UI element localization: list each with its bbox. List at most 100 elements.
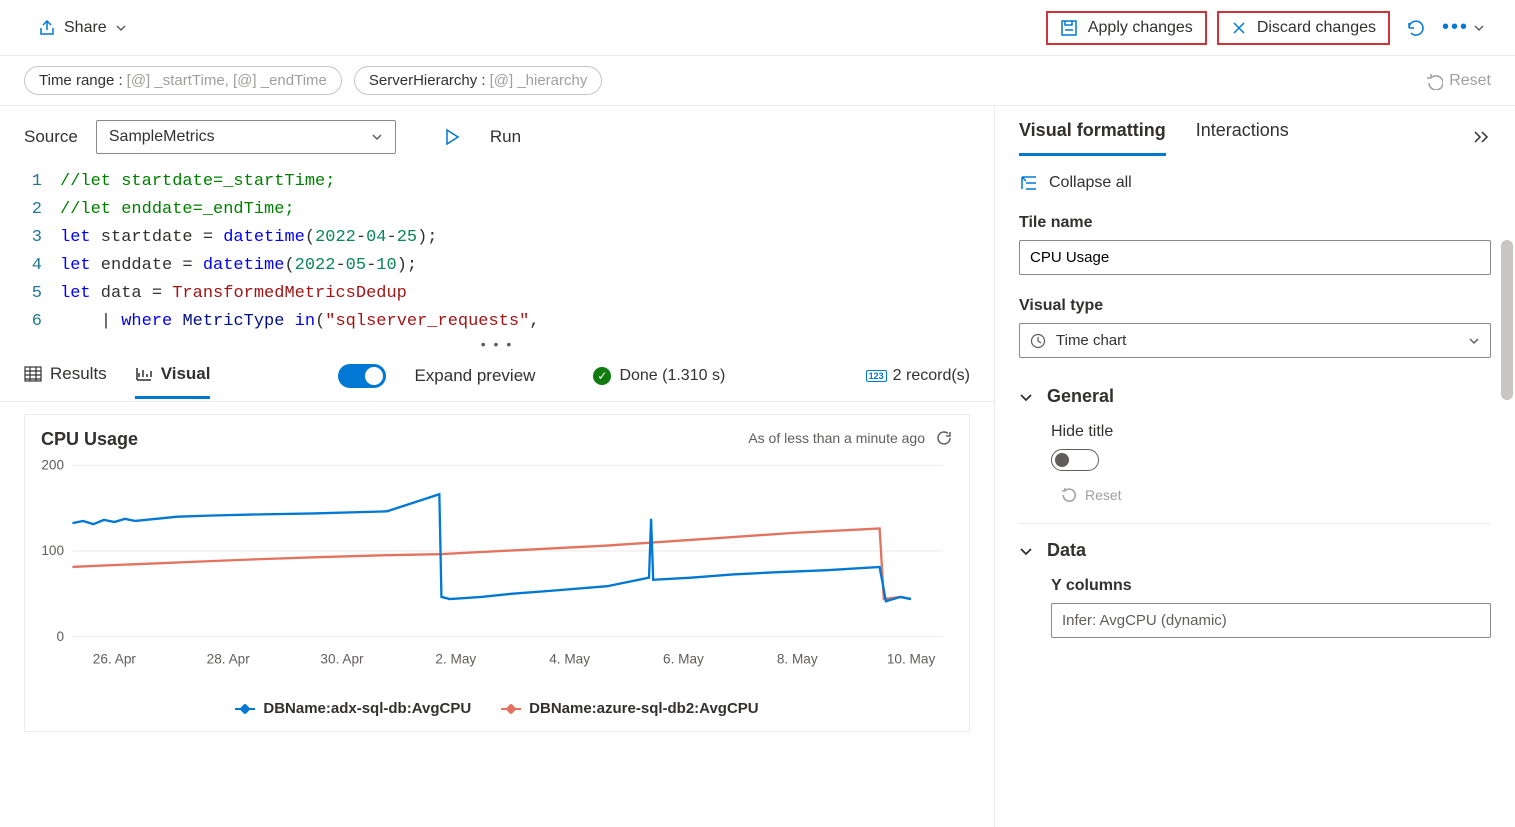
- expand-label: Expand preview: [414, 366, 535, 386]
- visualtype-select[interactable]: Time chart: [1019, 323, 1491, 358]
- tab-results-label: Results: [50, 364, 107, 384]
- close-icon: [1231, 20, 1247, 36]
- legend-2-label: DBName:azure-sql-db2:AvgCPU: [529, 700, 758, 717]
- tilename-input[interactable]: [1019, 240, 1491, 275]
- timerange-value: [@] _startTime, [@] _endTime: [127, 72, 327, 89]
- collapse-all-button[interactable]: Collapse all: [995, 156, 1515, 210]
- divider: [1019, 523, 1491, 524]
- clock-icon: [1030, 333, 1046, 349]
- legend-marker-icon: [501, 708, 521, 710]
- apply-label: Apply changes: [1088, 19, 1193, 37]
- chart-icon: [135, 366, 153, 382]
- save-icon: [1060, 19, 1078, 37]
- hidetitle-toggle[interactable]: [1051, 449, 1099, 471]
- svg-text:8. May: 8. May: [777, 651, 818, 666]
- legend-series-1[interactable]: DBName:adx-sql-db:AvgCPU: [235, 700, 471, 717]
- section-data[interactable]: Data: [995, 530, 1515, 571]
- svg-text:28. Apr: 28. Apr: [207, 651, 251, 666]
- chevron-down-icon: [115, 22, 127, 34]
- resize-handle[interactable]: • • •: [0, 336, 994, 350]
- query-status: ✓ Done (1.310 s): [593, 367, 725, 385]
- share-label: Share: [64, 19, 107, 37]
- scrollbar-thumb[interactable]: [1501, 240, 1513, 400]
- chart-asof: As of less than a minute ago: [748, 430, 925, 446]
- chevron-down-icon: [1019, 544, 1033, 558]
- data-label: Data: [1047, 540, 1086, 561]
- code-editor[interactable]: 1//let startdate=_startTime;2//let endda…: [0, 168, 994, 336]
- run-label: Run: [490, 127, 521, 147]
- tab-visual-formatting[interactable]: Visual formatting: [1019, 120, 1166, 156]
- more-menu-button[interactable]: •••: [1442, 16, 1485, 39]
- reset-filters-button[interactable]: Reset: [1425, 72, 1491, 90]
- expand-preview-toggle[interactable]: [338, 364, 386, 388]
- records-badge-icon: 123: [866, 370, 887, 382]
- source-value: SampleMetrics: [109, 128, 215, 146]
- svg-text:200: 200: [41, 460, 64, 473]
- collapse-icon: [1019, 174, 1039, 192]
- hierarchy-filter[interactable]: ServerHierarchy : [@] _hierarchy: [354, 66, 602, 95]
- hierarchy-label: ServerHierarchy :: [369, 72, 486, 89]
- refresh-icon: [1406, 18, 1426, 38]
- reset-section-button[interactable]: Reset: [1051, 487, 1491, 503]
- formatting-pane: Visual formatting Interactions Collapse …: [995, 106, 1515, 827]
- play-icon: [444, 128, 460, 146]
- timerange-label: Time range :: [39, 72, 123, 89]
- filter-bar: Time range : [@] _startTime, [@] _endTim…: [0, 56, 1515, 106]
- refresh-icon[interactable]: [935, 429, 953, 447]
- refresh-button[interactable]: [1400, 12, 1432, 44]
- svg-text:0: 0: [56, 629, 64, 644]
- discard-changes-button[interactable]: Discard changes: [1217, 11, 1390, 45]
- source-label: Source: [24, 127, 78, 147]
- section-general[interactable]: General: [995, 376, 1515, 417]
- ycolumns-label: Y columns: [1051, 577, 1491, 595]
- chart-tile: CPU Usage As of less than a minute ago 0…: [24, 414, 970, 732]
- chart-area: 010020026. Apr28. Apr30. Apr2. May4. May…: [41, 460, 953, 690]
- timerange-filter[interactable]: Time range : [@] _startTime, [@] _endTim…: [24, 66, 342, 95]
- svg-text:2. May: 2. May: [435, 651, 476, 666]
- chevron-down-icon: [1019, 390, 1033, 404]
- double-chevron-icon: [1473, 130, 1491, 144]
- status-text: Done (1.310 s): [619, 367, 725, 385]
- chevron-down-icon: [1468, 335, 1480, 347]
- tab-visual[interactable]: Visual: [135, 352, 211, 399]
- run-button[interactable]: Run: [444, 127, 521, 147]
- ycolumns-select[interactable]: Infer: AvgCPU (dynamic): [1051, 603, 1491, 638]
- svg-text:26. Apr: 26. Apr: [93, 651, 137, 666]
- record-count: 123 2 record(s): [866, 367, 970, 385]
- svg-text:4. May: 4. May: [549, 651, 590, 666]
- tab-interactions[interactable]: Interactions: [1196, 120, 1289, 156]
- visualtype-value: Time chart: [1056, 332, 1126, 349]
- reset-label: Reset: [1449, 72, 1491, 90]
- records-text: 2 record(s): [893, 367, 970, 385]
- expand-pane-button[interactable]: [1473, 130, 1491, 147]
- reset-icon: [1425, 72, 1443, 90]
- visualtype-label: Visual type: [1019, 297, 1491, 315]
- general-label: General: [1047, 386, 1114, 407]
- tab-visual-label: Visual: [161, 364, 211, 384]
- svg-text:30. Apr: 30. Apr: [320, 651, 364, 666]
- results-tabs: Results Visual Expand preview ✓ Done (1.…: [0, 350, 994, 402]
- legend-1-label: DBName:adx-sql-db:AvgCPU: [263, 700, 471, 717]
- check-icon: ✓: [593, 367, 611, 385]
- query-pane: Source SampleMetrics Run 1//let startdat…: [0, 106, 995, 827]
- chart-legend: DBName:adx-sql-db:AvgCPU DBName:azure-sq…: [41, 700, 953, 717]
- svg-text:10. May: 10. May: [887, 651, 936, 666]
- legend-series-2[interactable]: DBName:azure-sql-db2:AvgCPU: [501, 700, 758, 717]
- tab-results[interactable]: Results: [24, 352, 107, 399]
- ellipsis-icon: •••: [1442, 16, 1469, 39]
- reset-icon: [1061, 487, 1077, 503]
- chevron-down-icon: [371, 131, 383, 143]
- top-toolbar: Share Apply changes Discard changes •••: [0, 0, 1515, 56]
- svg-text:6. May: 6. May: [663, 651, 704, 666]
- hidetitle-label: Hide title: [1051, 423, 1491, 441]
- source-select[interactable]: SampleMetrics: [96, 120, 396, 154]
- collapse-label: Collapse all: [1049, 174, 1132, 192]
- legend-marker-icon: [235, 708, 255, 710]
- share-button[interactable]: Share: [30, 13, 135, 43]
- discard-label: Discard changes: [1257, 19, 1376, 37]
- tilename-label: Tile name: [1019, 214, 1491, 232]
- hierarchy-value: [@] _hierarchy: [490, 72, 588, 89]
- table-icon: [24, 366, 42, 382]
- reset-label: Reset: [1085, 487, 1122, 503]
- apply-changes-button[interactable]: Apply changes: [1046, 11, 1207, 45]
